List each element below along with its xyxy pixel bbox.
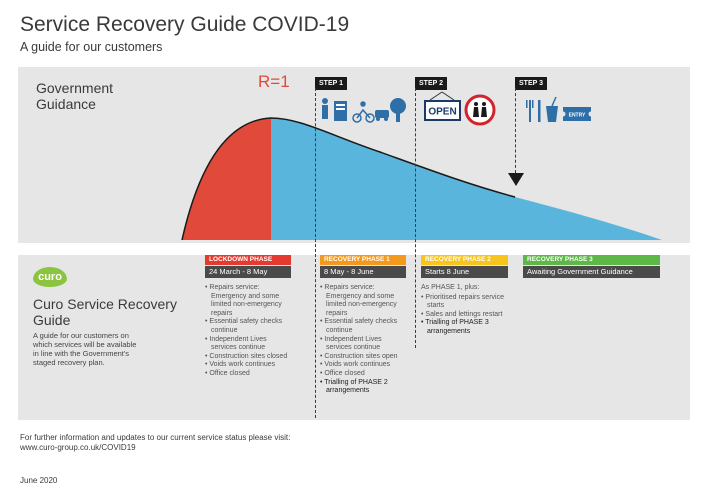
phase-dates: 8 May - 8 June [320, 266, 406, 278]
list-item: • Trialling of PHASE 2 arrangements [320, 378, 388, 395]
footer-url-link[interactable]: www.curo-group.co.uk/COVID19 [20, 443, 136, 452]
step3-marker-icon [508, 173, 524, 186]
phase-lockdown: LOCKDOWN PHASE 24 March - 8 May • Repair… [205, 255, 291, 379]
curve-line [181, 117, 516, 241]
step-2-tag: STEP 2 [415, 77, 447, 90]
phase-name: LOCKDOWN PHASE [205, 255, 291, 265]
list-item: • Voids work continues [205, 361, 276, 369]
phases-panel [18, 255, 690, 420]
recovery-area [271, 118, 662, 240]
phase-recovery-3: RECOVERY PHASE 3 Awaiting Government Gui… [523, 255, 660, 278]
page-title: Service Recovery Guide COVID-19 [20, 13, 350, 36]
footer-date: June 2020 [20, 476, 58, 485]
curo-logo: curo [33, 267, 67, 287]
list-item: • Voids work continues [320, 361, 391, 369]
cutlery-icon [526, 100, 541, 122]
phase-name: RECOVERY PHASE 1 [320, 255, 406, 265]
step-3-divider [515, 88, 516, 173]
car-icon [375, 110, 389, 121]
r-equals-one-label: R=1 [258, 72, 290, 91]
government-guidance-label: Government Guidance [36, 80, 114, 112]
curo-guide-description: A guide for our customers on which servi… [33, 331, 137, 367]
phase-items: • Repairs service: Emergency and some li… [320, 284, 406, 396]
phase-recovery-2: RECOVERY PHASE 2 Starts 8 June As PHASE … [421, 255, 508, 337]
list-item: • Construction sites open [320, 352, 398, 360]
list-item: • Sales and lettings restart [421, 310, 503, 318]
phase-dates: Starts 8 June [421, 266, 508, 278]
list-item: • Prioritised repairs service starts [421, 293, 504, 310]
phase-items: • Prioritised repairs service starts • S… [421, 294, 508, 337]
list-item: • Independent Lives services continue [205, 335, 267, 352]
open-sign-text: OPEN [428, 107, 456, 118]
school-children-sign-icon [464, 94, 496, 126]
curo-guide-title: Curo Service Recovery Guide [33, 296, 177, 328]
list-item: • Construction sites closed [205, 352, 288, 360]
phase-dates: Awaiting Government Guidance [523, 266, 660, 278]
list-item: • Office closed [205, 369, 250, 377]
list-item: • Repairs service: Emergency and some li… [320, 284, 397, 317]
phase-recovery-1: RECOVERY PHASE 1 8 May - 8 June • Repair… [320, 255, 406, 396]
person-icon [322, 98, 328, 119]
phase-intro: As PHASE 1, plus: [421, 284, 480, 291]
drink-icon [546, 96, 558, 122]
shop-icon [334, 101, 347, 121]
step-3-tag: STEP 3 [515, 77, 547, 90]
tree-icon [390, 98, 406, 122]
lockdown-area [182, 118, 271, 240]
footer-info: For further information and updates to o… [20, 433, 291, 442]
list-item: • Office closed [320, 369, 365, 377]
list-item: • Independent Lives services continue [320, 335, 382, 352]
entry-ticket-text: ENTRY [569, 113, 586, 119]
step-1-divider [315, 88, 316, 418]
step-1-tag: STEP 1 [315, 77, 347, 90]
list-item: • Repairs service: Emergency and some li… [205, 284, 282, 317]
step-2-divider [415, 88, 416, 348]
list-item: • Trialling of PHASE 3 arrangements [421, 319, 489, 335]
list-item: • Essential safety checks continue [205, 318, 283, 334]
phase-name: RECOVERY PHASE 2 [421, 255, 508, 265]
phase-items: • Repairs service: Emergency and some li… [205, 284, 291, 379]
entry-ticket-icon [560, 107, 594, 121]
list-item: • Essential safety checks continue [320, 318, 398, 334]
phase-name: RECOVERY PHASE 3 [523, 255, 660, 265]
cyclist-icon [352, 101, 375, 123]
phase-dates: 24 March - 8 May [205, 266, 291, 278]
page-subtitle: A guide for our customers [20, 40, 163, 54]
open-sign-icon [424, 91, 461, 121]
